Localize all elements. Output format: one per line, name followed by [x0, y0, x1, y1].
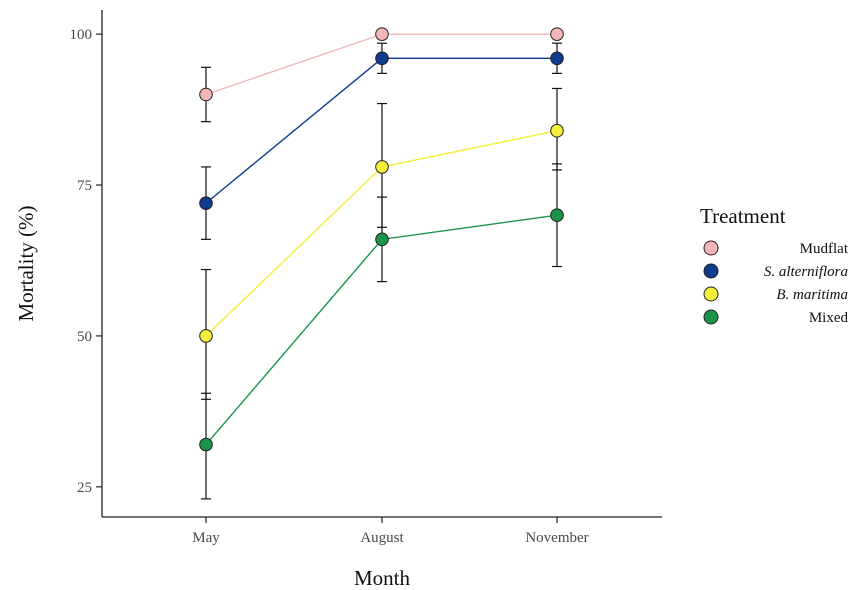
y-tick-label: 25: [77, 480, 92, 496]
y-axis-title: Mortality (%): [14, 205, 38, 321]
legend-item: S. alterniflora: [703, 263, 848, 280]
data-point: [375, 160, 389, 174]
legend-label: Mixed: [809, 310, 849, 326]
y-tick-label: 75: [77, 178, 92, 194]
legend-label: B. maritima: [776, 287, 848, 303]
legend-label: S. alterniflora: [764, 264, 848, 280]
data-point: [550, 27, 564, 41]
series-points: [199, 27, 564, 452]
data-point: [375, 51, 389, 66]
x-tick-label: November: [525, 530, 588, 546]
data-point: [199, 437, 213, 452]
legend-swatch: [703, 240, 719, 256]
data-point: [199, 87, 213, 102]
series-layer: [199, 27, 564, 500]
legend-swatch: [703, 309, 719, 325]
plot-area: 25 50 75 100 May August November: [70, 10, 662, 546]
x-tick-label: May: [192, 530, 220, 546]
data-point: [550, 208, 564, 223]
legend-item: Mixed: [703, 309, 849, 326]
legend-swatch: [703, 286, 719, 302]
legend-title: Treatment: [700, 204, 786, 228]
legend-items: Mudflat S. alterniflora B. maritima Mixed: [703, 240, 849, 326]
legend-swatch: [703, 263, 719, 279]
data-point: [550, 123, 564, 138]
x-tick-label: August: [360, 530, 404, 546]
y-tick-label: 100: [70, 27, 93, 43]
data-point: [375, 27, 389, 41]
data-point: [550, 51, 564, 66]
legend: Treatment Mudflat S. alterniflora B. marit…: [700, 204, 849, 326]
error-bars: [201, 42, 562, 500]
legend-item: B. maritima: [703, 286, 848, 303]
y-ticks: 25 50 75 100: [70, 27, 102, 496]
legend-item: Mudflat: [703, 240, 849, 257]
legend-label: Mudflat: [800, 241, 849, 257]
x-ticks: May August November: [192, 517, 589, 546]
data-point: [199, 329, 213, 343]
data-point: [199, 196, 213, 210]
x-axis-title: Month: [354, 566, 411, 590]
y-tick-label: 50: [77, 329, 92, 345]
data-point: [375, 232, 389, 247]
